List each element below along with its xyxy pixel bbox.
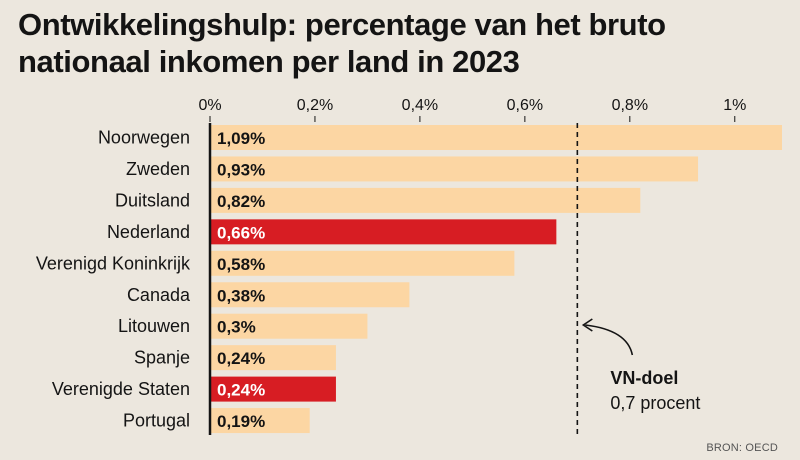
x-axis-ticks: 0% 0,2% 0,4% 0,6% 0,8% 1% [198, 97, 746, 122]
category-label: Zweden [126, 159, 190, 179]
category-label: Duitsland [115, 190, 190, 210]
category-label: Spanje [134, 348, 190, 368]
bar [210, 219, 557, 245]
bars: Noorwegen 1,09% Zweden 0,93% Duitsland 0,82% N… [36, 125, 782, 434]
bar-value-label: 0,3% [217, 318, 256, 337]
bar-value-label: 0,66% [217, 223, 265, 242]
category-label: Verenigd Koninkrijk [36, 253, 191, 273]
category-label: Verenigde Staten [52, 379, 190, 399]
category-label: Noorwegen [98, 128, 190, 148]
reference-line-group: VN-doel 0,7 procent [576, 123, 700, 436]
bar [210, 345, 336, 371]
reference-sublabel: 0,7 procent [610, 393, 700, 413]
x-tick-label: 0,8% [612, 97, 648, 114]
reference-arrow [585, 324, 634, 356]
bar [210, 313, 368, 339]
bar [210, 125, 782, 150]
bar-value-label: 1,09% [217, 129, 265, 148]
bar-value-label: 0,19% [217, 412, 265, 431]
x-tick-label: 0,2% [297, 97, 333, 114]
x-tick-label: 0,4% [402, 97, 438, 114]
category-label: Canada [127, 285, 191, 305]
bar-value-label: 0,24% [217, 349, 265, 368]
category-label: Nederland [107, 222, 190, 242]
reference-label: VN-doel [610, 368, 678, 388]
x-tick-label: 0,6% [507, 97, 543, 114]
x-tick-label: 1% [723, 97, 746, 114]
bar-value-label: 0,38% [217, 286, 265, 305]
bar-value-label: 0,24% [217, 381, 265, 400]
bar-value-label: 0,82% [217, 192, 265, 211]
bar [210, 282, 410, 308]
x-tick-label: 0% [198, 97, 221, 114]
bar [210, 408, 310, 434]
bar [210, 250, 515, 276]
source-note: BRON: OECD [706, 442, 778, 454]
bar [210, 187, 641, 213]
category-label: Litouwen [118, 316, 190, 336]
category-label: Portugal [123, 411, 190, 431]
chart-title: Ontwikkelingshulp: percentage van het br… [18, 7, 666, 79]
bar [210, 156, 699, 182]
bar [210, 376, 336, 402]
bar-value-label: 0,93% [217, 160, 265, 179]
reference-arrow-head [581, 318, 593, 332]
bar-value-label: 0,58% [217, 255, 265, 274]
